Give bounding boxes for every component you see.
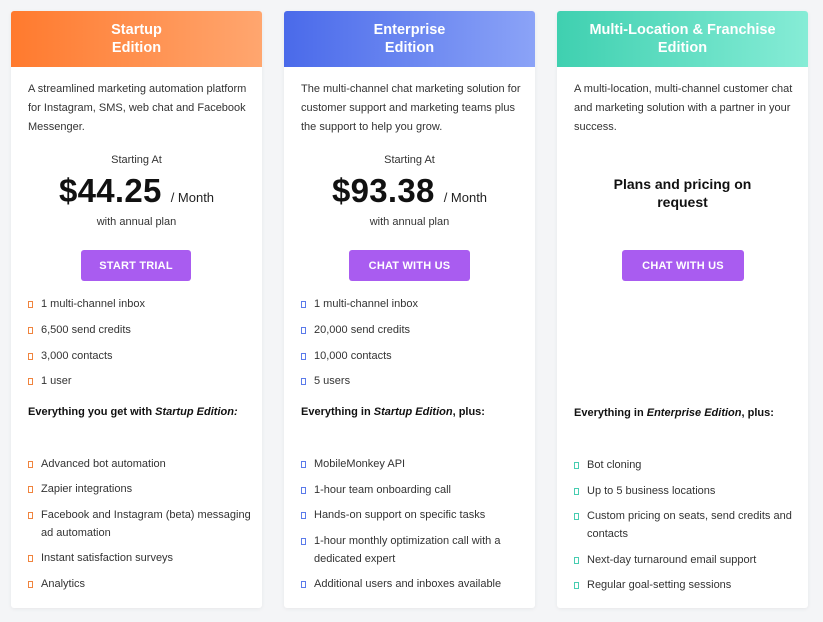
list-item: 1 user	[28, 372, 254, 390]
list-item: Hands-on support on specific tasks	[301, 506, 527, 524]
features-heading: Everything in Startup Edition, plus:	[301, 406, 485, 418]
square-bullet-icon	[28, 461, 33, 468]
square-bullet-icon	[301, 486, 306, 494]
plan-description: The multi-channel chat marketing solutio…	[301, 83, 521, 133]
plan-card-startup: Startup Edition A streamlined marketing …	[11, 11, 262, 608]
list-item: 1-hour team onboarding call	[301, 481, 527, 499]
plan-description: A multi-location, multi-channel customer…	[574, 83, 793, 133]
list-item: 1-hour monthly optimization call with a …	[301, 532, 527, 568]
list-item: Zapier integrations	[28, 480, 254, 498]
list-item: 6,500 send credits	[28, 321, 254, 339]
list-item: 1 multi-channel inbox	[28, 295, 254, 313]
plan-description: A streamlined marketing automation platf…	[28, 83, 247, 133]
chat-with-us-button[interactable]: CHAT WITH US	[349, 250, 470, 281]
square-bullet-icon	[301, 512, 306, 520]
starting-at-label: Starting At	[111, 154, 162, 166]
square-bullet-icon	[574, 487, 579, 495]
list-item: Next-day turnaround email support	[574, 551, 800, 569]
square-bullet-icon	[28, 555, 33, 563]
square-bullet-icon	[301, 378, 306, 386]
price-period: / Month	[170, 190, 215, 205]
plan-title: Enterprise Edition	[284, 11, 535, 67]
square-bullet-icon	[28, 511, 33, 519]
list-item: MobileMonkey API	[301, 455, 527, 473]
start-trial-button[interactable]: START TRIAL	[81, 250, 191, 281]
square-bullet-icon	[574, 556, 579, 564]
square-bullet-icon	[301, 537, 306, 545]
price-row: $93.38 / Month	[284, 172, 535, 210]
list-item: Bot cloning	[574, 456, 800, 474]
list-item: Analytics	[28, 575, 254, 593]
extra-features-list: Bot cloning Up to 5 business locations C…	[574, 456, 800, 602]
plan-price: $44.25	[58, 172, 162, 209]
basic-features-list: 1 multi-channel inbox 6,500 send credits…	[28, 295, 254, 398]
square-bullet-icon	[301, 581, 306, 589]
list-item: 1 multi-channel inbox	[301, 295, 527, 313]
chat-with-us-button[interactable]: CHAT WITH US	[622, 250, 744, 281]
square-bullet-icon	[574, 513, 579, 521]
price-period: / Month	[443, 190, 488, 205]
plan-card-multi-location: Multi-Location & Franchise Edition A mul…	[557, 11, 808, 608]
starting-at-label: Starting At	[384, 154, 435, 166]
extra-features-list: Advanced bot automation Zapier integrati…	[28, 455, 254, 600]
annual-plan-note: with annual plan	[96, 216, 177, 228]
square-bullet-icon	[28, 352, 33, 360]
list-item: 3,000 contacts	[28, 347, 254, 365]
square-bullet-icon	[301, 352, 306, 360]
list-item: Facebook and Instagram (beta) messaging …	[28, 506, 254, 542]
list-item: 20,000 send credits	[301, 321, 527, 339]
list-item: Advanced bot automation	[28, 455, 254, 473]
plan-title: Startup Edition	[11, 11, 262, 67]
square-bullet-icon	[301, 301, 306, 308]
square-bullet-icon	[28, 580, 33, 588]
square-bullet-icon	[28, 301, 33, 308]
features-heading: Everything in Enterprise Edition, plus:	[574, 407, 774, 419]
annual-plan-note: with annual plan	[369, 216, 450, 228]
list-item: 10,000 contacts	[301, 347, 527, 365]
list-item: Custom pricing on seats, send credits an…	[574, 507, 800, 543]
list-item: Regular goal-setting sessions	[574, 576, 800, 594]
features-heading: Everything you get with Startup Edition:	[28, 406, 238, 418]
plan-price: $93.38	[331, 172, 435, 209]
list-item: Up to 5 business locations	[574, 482, 800, 500]
square-bullet-icon	[574, 462, 579, 469]
square-bullet-icon	[28, 326, 33, 334]
basic-features-list: 1 multi-channel inbox 20,000 send credit…	[301, 295, 527, 398]
plan-title: Multi-Location & Franchise Edition	[557, 11, 808, 67]
list-item: 5 users	[301, 372, 527, 390]
list-item: Instant satisfaction surveys	[28, 549, 254, 567]
plan-card-enterprise: Enterprise Edition The multi-channel cha…	[284, 11, 535, 608]
pricing-on-request: Plans and pricing on request	[613, 176, 752, 210]
square-bullet-icon	[28, 486, 33, 494]
price-row: $44.25 / Month	[11, 172, 262, 210]
square-bullet-icon	[574, 582, 579, 590]
square-bullet-icon	[28, 378, 33, 386]
square-bullet-icon	[301, 326, 306, 334]
extra-features-list: MobileMonkey API 1-hour team onboarding …	[301, 455, 527, 601]
list-item: Additional users and inboxes available	[301, 575, 527, 593]
square-bullet-icon	[301, 461, 306, 468]
